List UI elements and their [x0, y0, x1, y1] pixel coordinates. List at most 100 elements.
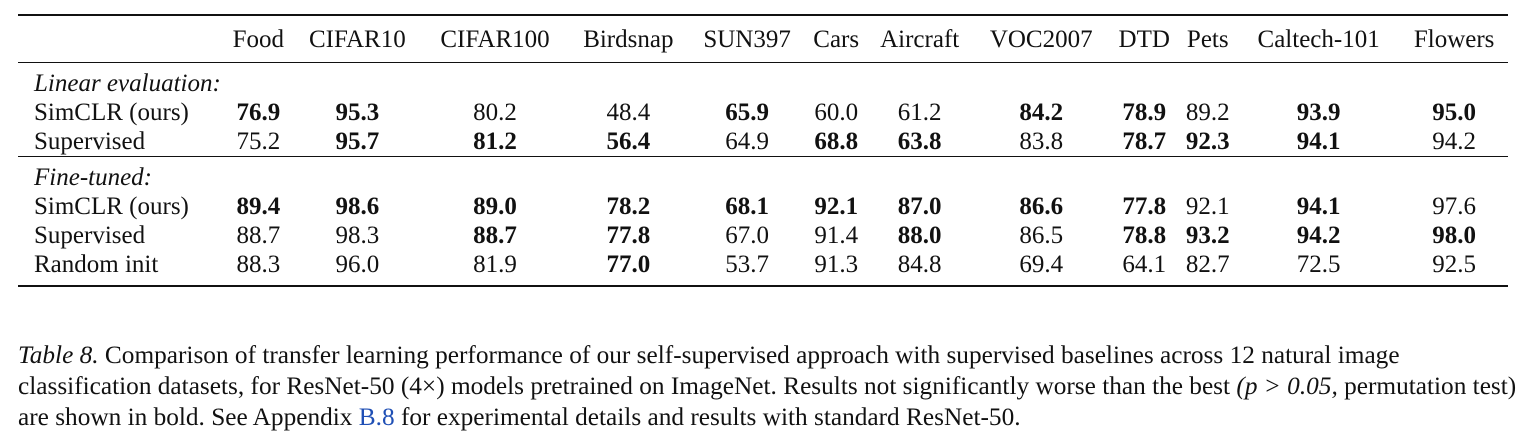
- cell-value: 75.2: [236, 128, 281, 155]
- caption-text-4: for experimental details and results wit…: [394, 403, 1021, 431]
- cell-value-bold: 77.0: [606, 251, 651, 278]
- cell-value-bold: 68.1: [725, 193, 769, 220]
- table-cell: 95.7: [293, 127, 422, 157]
- table-cell: 94.2: [1237, 221, 1400, 250]
- table-row: Random init 88.3 96.0 81.9 77.0 53.7 91.3 84.8 6…: [18, 250, 1508, 286]
- column-header: CIFAR10: [308, 26, 406, 53]
- cell-value: 91.4: [814, 222, 859, 249]
- table-cell: 61.2: [867, 98, 973, 127]
- table-cell: 89.4: [224, 192, 293, 221]
- table-cell: 94.2: [1400, 127, 1508, 157]
- table-cell: 64.1: [1110, 250, 1179, 286]
- column-header: SUN397: [703, 26, 791, 53]
- cell-value-bold: 81.2: [473, 128, 517, 155]
- table-cell: 77.0: [568, 250, 689, 286]
- table-cell: 78.2: [568, 192, 689, 221]
- results-table: Food CIFAR10 CIFAR100 Birdsnap SUN397 Cars Air…: [18, 14, 1508, 287]
- cell-value-bold: 93.9: [1296, 99, 1341, 126]
- cell-value-bold: 95.3: [335, 99, 380, 126]
- section-title: Fine-tuned:: [34, 164, 153, 191]
- table-cell: 95.0: [1400, 98, 1508, 127]
- cell-value-bold: 94.1: [1296, 128, 1341, 155]
- cell-value-bold: 94.2: [1296, 222, 1341, 249]
- row-label: SimCLR (ours): [34, 193, 189, 220]
- table-cell: 86.6: [973, 192, 1110, 221]
- table-cell: 82.7: [1179, 250, 1237, 286]
- caption-text-2: models pretrained on ImageNet. Results n…: [444, 372, 1237, 400]
- row-label: Supervised: [34, 222, 146, 249]
- column-header: Caltech-101: [1257, 26, 1380, 53]
- column-header: Birdsnap: [583, 26, 674, 53]
- cell-value: 97.6: [1432, 193, 1476, 220]
- cell-value: 80.2: [473, 99, 517, 126]
- row-label: Random init: [34, 251, 159, 278]
- cell-value-bold: 77.8: [1122, 193, 1167, 220]
- table-cell: 81.9: [422, 250, 568, 286]
- section-header-row: Fine-tuned:: [18, 156, 1508, 193]
- table-cell: 53.7: [689, 250, 806, 286]
- cell-value-bold: 76.9: [236, 99, 281, 126]
- table-cell: 86.5: [973, 221, 1110, 250]
- table-cell: 93.9: [1237, 98, 1400, 127]
- table-cell: 91.4: [806, 221, 867, 250]
- cell-value: 82.7: [1185, 251, 1230, 278]
- cell-value-bold: 63.8: [897, 128, 942, 155]
- table-row: Supervised 75.2 95.7 81.2 56.4 64.9 68.8 63.8 83…: [18, 127, 1508, 157]
- cell-value: 61.2: [897, 99, 942, 126]
- column-header: DTD: [1118, 26, 1170, 53]
- table-cell: 60.0: [806, 98, 867, 127]
- column-header: Cars: [813, 26, 860, 53]
- cell-value-bold: 68.8: [814, 128, 859, 155]
- cell-value: 60.0: [814, 99, 859, 126]
- table-cell: 69.4: [973, 250, 1110, 286]
- table-header-row: Food CIFAR10 CIFAR100 Birdsnap SUN397 Cars Air…: [18, 15, 1508, 63]
- cell-value: 64.9: [725, 128, 769, 155]
- table-row: SimCLR (ours) 89.4 98.6 89.0 78.2 68.1 92.1 87.…: [18, 192, 1508, 221]
- cell-value: 84.8: [897, 251, 942, 278]
- table-cell: 91.3: [806, 250, 867, 286]
- cell-value: 67.0: [725, 222, 769, 249]
- cell-value: 98.3: [335, 222, 380, 249]
- appendix-link[interactable]: B.8: [358, 403, 395, 431]
- cell-value: 94.2: [1432, 128, 1476, 155]
- row-label: Supervised: [34, 128, 146, 155]
- table-cell: 94.1: [1237, 127, 1400, 157]
- table-cell: 98.3: [293, 221, 422, 250]
- cell-value-bold: 84.2: [1019, 99, 1064, 126]
- cell-value: 48.4: [606, 99, 651, 126]
- table-cell: 89.0: [422, 192, 568, 221]
- cell-value-bold: 92.3: [1185, 128, 1230, 155]
- cell-value-bold: 95.0: [1432, 99, 1476, 126]
- table-cell: 94.1: [1237, 192, 1400, 221]
- table-cell: 88.0: [867, 221, 973, 250]
- table-cell: 92.3: [1179, 127, 1237, 157]
- caption-label: Table 8.: [18, 341, 99, 369]
- column-header: VOC2007: [989, 26, 1093, 53]
- table-cell: 88.7: [422, 221, 568, 250]
- cell-value-bold: 78.2: [606, 193, 651, 220]
- table-cell: 96.0: [293, 250, 422, 286]
- caption-text-3: permutation test) are shown in bold. See…: [18, 372, 1517, 431]
- table-cell: 65.9: [689, 98, 806, 127]
- table-row: Supervised 88.7 98.3 88.7 77.8 67.0 91.4 88.0 86…: [18, 221, 1508, 250]
- cell-value: 96.0: [335, 251, 380, 278]
- row-label-header: [18, 15, 224, 63]
- cell-value: 91.3: [814, 251, 859, 278]
- section-title: Linear evaluation:: [34, 70, 221, 97]
- cell-value-bold: 89.4: [236, 193, 281, 220]
- table-cell: 93.2: [1179, 221, 1237, 250]
- table-cell: 84.8: [867, 250, 973, 286]
- cell-value: 92.5: [1432, 251, 1476, 278]
- cell-value-bold: 87.0: [897, 193, 942, 220]
- cell-value-bold: 89.0: [473, 193, 517, 220]
- column-header: Food: [232, 26, 285, 53]
- results-table-container: Food CIFAR10 CIFAR100 Birdsnap SUN397 Cars Air…: [18, 14, 1508, 287]
- table-cell: 78.9: [1110, 98, 1179, 127]
- column-header: CIFAR100: [440, 26, 550, 53]
- table-cell: 97.6: [1400, 192, 1508, 221]
- cell-value: 53.7: [725, 251, 769, 278]
- table-cell: 63.8: [867, 127, 973, 157]
- cell-value: 64.1: [1122, 251, 1167, 278]
- cell-value: 86.5: [1019, 222, 1064, 249]
- table-cell: 83.8: [973, 127, 1110, 157]
